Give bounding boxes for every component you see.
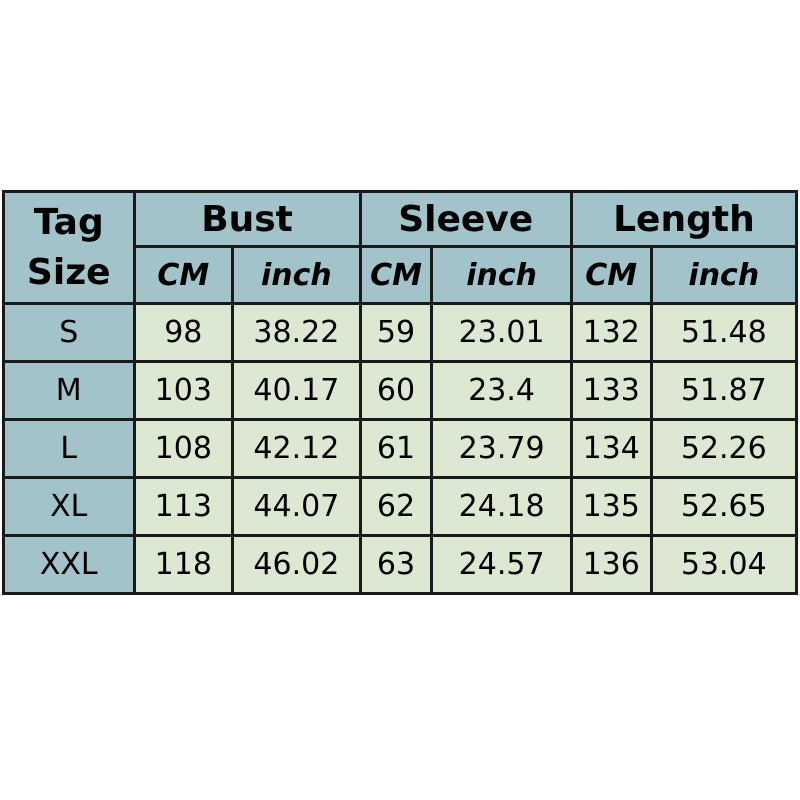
tag-size-header: Tag Size (2, 190, 136, 305)
value-cell: 113 (132, 476, 235, 537)
value-cell: 118 (132, 534, 235, 595)
value-cell: 134 (569, 418, 653, 479)
length-header: Length (569, 190, 799, 248)
value-cell: 51.48 (649, 302, 799, 363)
value-cell: 23.4 (430, 360, 573, 421)
table-row: XXL 118 46.02 63 24.57 136 53.04 (2, 534, 799, 595)
table-row: M 103 40.17 60 23.4 133 51.87 (2, 360, 799, 421)
unit-header: inch (430, 245, 573, 305)
value-cell: 59 (358, 302, 434, 363)
value-cell: 24.18 (430, 476, 573, 537)
value-cell: 135 (569, 476, 653, 537)
value-cell: 42.12 (231, 418, 362, 479)
size-label: Size (26, 251, 111, 293)
value-cell: 103 (132, 360, 235, 421)
size-cell: L (2, 418, 136, 479)
value-cell: 108 (132, 418, 235, 479)
value-cell: 133 (569, 360, 653, 421)
size-cell: S (2, 302, 136, 363)
value-cell: 52.26 (649, 418, 799, 479)
size-chart-table: Tag Size Bust Sleeve Length CM inch CM inch… (2, 190, 799, 595)
table-row: S 98 38.22 59 23.01 132 51.48 (2, 302, 799, 363)
value-cell: 44.07 (231, 476, 362, 537)
unit-header: inch (649, 245, 799, 305)
unit-header: CM (358, 245, 434, 305)
value-cell: 23.01 (430, 302, 573, 363)
bust-header: Bust (132, 190, 362, 248)
value-cell: 53.04 (649, 534, 799, 595)
sleeve-header: Sleeve (358, 190, 573, 248)
value-cell: 38.22 (231, 302, 362, 363)
value-cell: 24.57 (430, 534, 573, 595)
value-cell: 132 (569, 302, 653, 363)
size-cell: XL (2, 476, 136, 537)
unit-header: CM (569, 245, 653, 305)
value-cell: 98 (132, 302, 235, 363)
table-row: XL 113 44.07 62 24.18 135 52.65 (2, 476, 799, 537)
size-cell: M (2, 360, 136, 421)
value-cell: 63 (358, 534, 434, 595)
value-cell: 136 (569, 534, 653, 595)
value-cell: 40.17 (231, 360, 362, 421)
value-cell: 61 (358, 418, 434, 479)
value-cell: 60 (358, 360, 434, 421)
value-cell: 23.79 (430, 418, 573, 479)
size-cell: XXL (2, 534, 136, 595)
tag-label: Tag (33, 201, 104, 243)
value-cell: 46.02 (231, 534, 362, 595)
unit-header: inch (231, 245, 362, 305)
value-cell: 52.65 (649, 476, 799, 537)
value-cell: 62 (358, 476, 434, 537)
table-row: L 108 42.12 61 23.79 134 52.26 (2, 418, 799, 479)
value-cell: 51.87 (649, 360, 799, 421)
unit-header: CM (132, 245, 235, 305)
